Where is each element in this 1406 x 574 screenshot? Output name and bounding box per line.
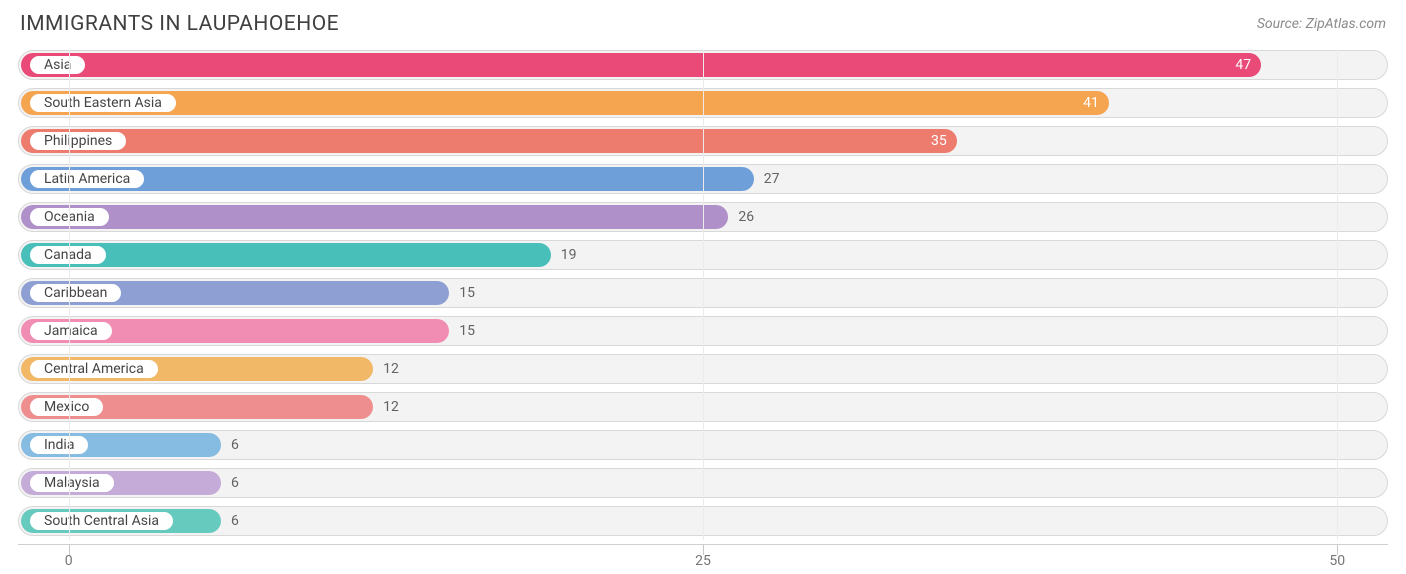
bar-value: 35 (931, 126, 947, 156)
bar-value: 12 (383, 354, 399, 384)
axis-tick-label: 25 (695, 553, 711, 569)
bar-label: South Eastern Asia (28, 92, 178, 114)
bar-fill (21, 91, 1109, 115)
grid-line (1337, 50, 1338, 540)
bar-value: 15 (459, 278, 475, 308)
axis-tick-label: 0 (65, 553, 73, 569)
bar-value: 6 (231, 468, 239, 498)
grid-line (703, 50, 704, 540)
bar-label: Jamaica (28, 320, 114, 342)
chart-header: IMMIGRANTS IN LAUPAHOEHOE Source: ZipAtl… (0, 0, 1406, 44)
bar-value: 6 (231, 506, 239, 536)
bar-label: India (28, 434, 90, 456)
bar-label: South Central Asia (28, 510, 175, 532)
bar-label: Caribbean (28, 282, 123, 304)
bar-value: 27 (764, 164, 780, 194)
axis-tick-label: 50 (1329, 553, 1345, 569)
bar-fill (21, 205, 728, 229)
bar-label: Malaysia (28, 472, 116, 494)
bar-value: 6 (231, 430, 239, 460)
bar-label: Asia (28, 54, 87, 76)
bar-value: 41 (1083, 88, 1099, 118)
bar-fill (21, 53, 1261, 77)
bar-fill (21, 129, 957, 153)
chart-title: IMMIGRANTS IN LAUPAHOEHOE (20, 12, 339, 36)
bar-label: Mexico (28, 396, 105, 418)
chart-source: Source: ZipAtlas.com (1257, 12, 1386, 32)
bar-value: 12 (383, 392, 399, 422)
bar-value: 19 (561, 240, 577, 270)
bar-label: Central America (28, 358, 160, 380)
grid-line (69, 50, 70, 540)
bar-value: 26 (738, 202, 754, 232)
bar-value: 15 (459, 316, 475, 346)
bar-label: Philippines (28, 130, 128, 152)
bar-value: 47 (1235, 50, 1251, 80)
bar-label: Latin America (28, 168, 146, 190)
